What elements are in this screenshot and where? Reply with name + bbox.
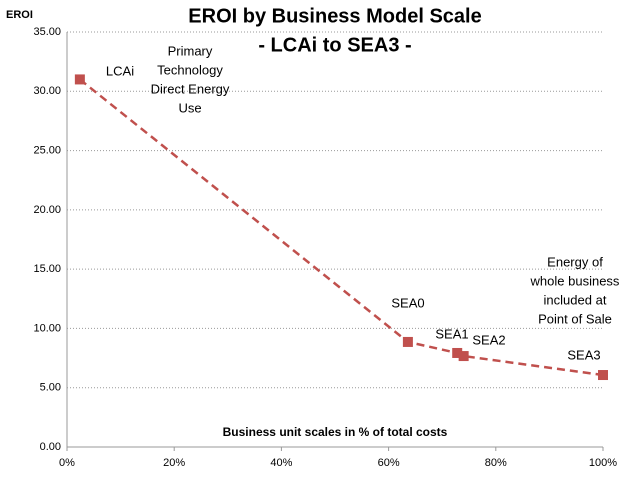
point-label: SEA0: [391, 295, 424, 310]
y-tick-label: 5.00: [40, 382, 61, 394]
x-tick-label: 100%: [589, 457, 617, 469]
point-label: LCAi: [106, 63, 134, 78]
x-tick-label: 0%: [59, 457, 75, 469]
x-tick-label: 20%: [163, 457, 185, 469]
x-tick-label: 80%: [485, 457, 507, 469]
x-tick-label: 60%: [378, 457, 400, 469]
series-line: [79, 78, 604, 377]
point-marker: [598, 370, 608, 381]
chart-subtitle: - LCAi to SEA3 -: [258, 34, 411, 56]
y-tick-label: 35.00: [33, 26, 61, 38]
point-marker: [74, 74, 85, 85]
annotation: whole business: [530, 273, 620, 288]
annotation: Technology: [157, 62, 223, 77]
x-tick-label: 40%: [270, 457, 292, 469]
annotation: Primary: [168, 43, 213, 58]
y-tick-label: 0.00: [40, 441, 61, 453]
y-axis-label: EROI: [6, 9, 33, 21]
y-tick-label: 15.00: [33, 263, 61, 275]
annotation: included at: [544, 292, 607, 307]
y-tick-label: 10.00: [33, 322, 61, 334]
y-tick-label: 20.00: [33, 204, 61, 216]
annotation: Energy of: [547, 254, 603, 269]
annotation: Direct Energy: [151, 81, 230, 96]
point-marker: [458, 351, 469, 362]
point-label: SEA2: [472, 332, 505, 347]
point-label: SEA1: [435, 326, 468, 341]
chart-title: EROI by Business Model Scale: [188, 5, 481, 27]
annotation: Point of Sale: [538, 311, 612, 326]
annotation: Use: [178, 100, 201, 115]
point-label: SEA3: [567, 347, 600, 362]
point-marker: [452, 347, 463, 358]
y-tick-label: 25.00: [33, 144, 61, 156]
y-tick-label: 30.00: [33, 85, 61, 97]
point-marker: [402, 336, 413, 347]
x-axis-label: Business unit scales in % of total costs: [223, 425, 448, 439]
